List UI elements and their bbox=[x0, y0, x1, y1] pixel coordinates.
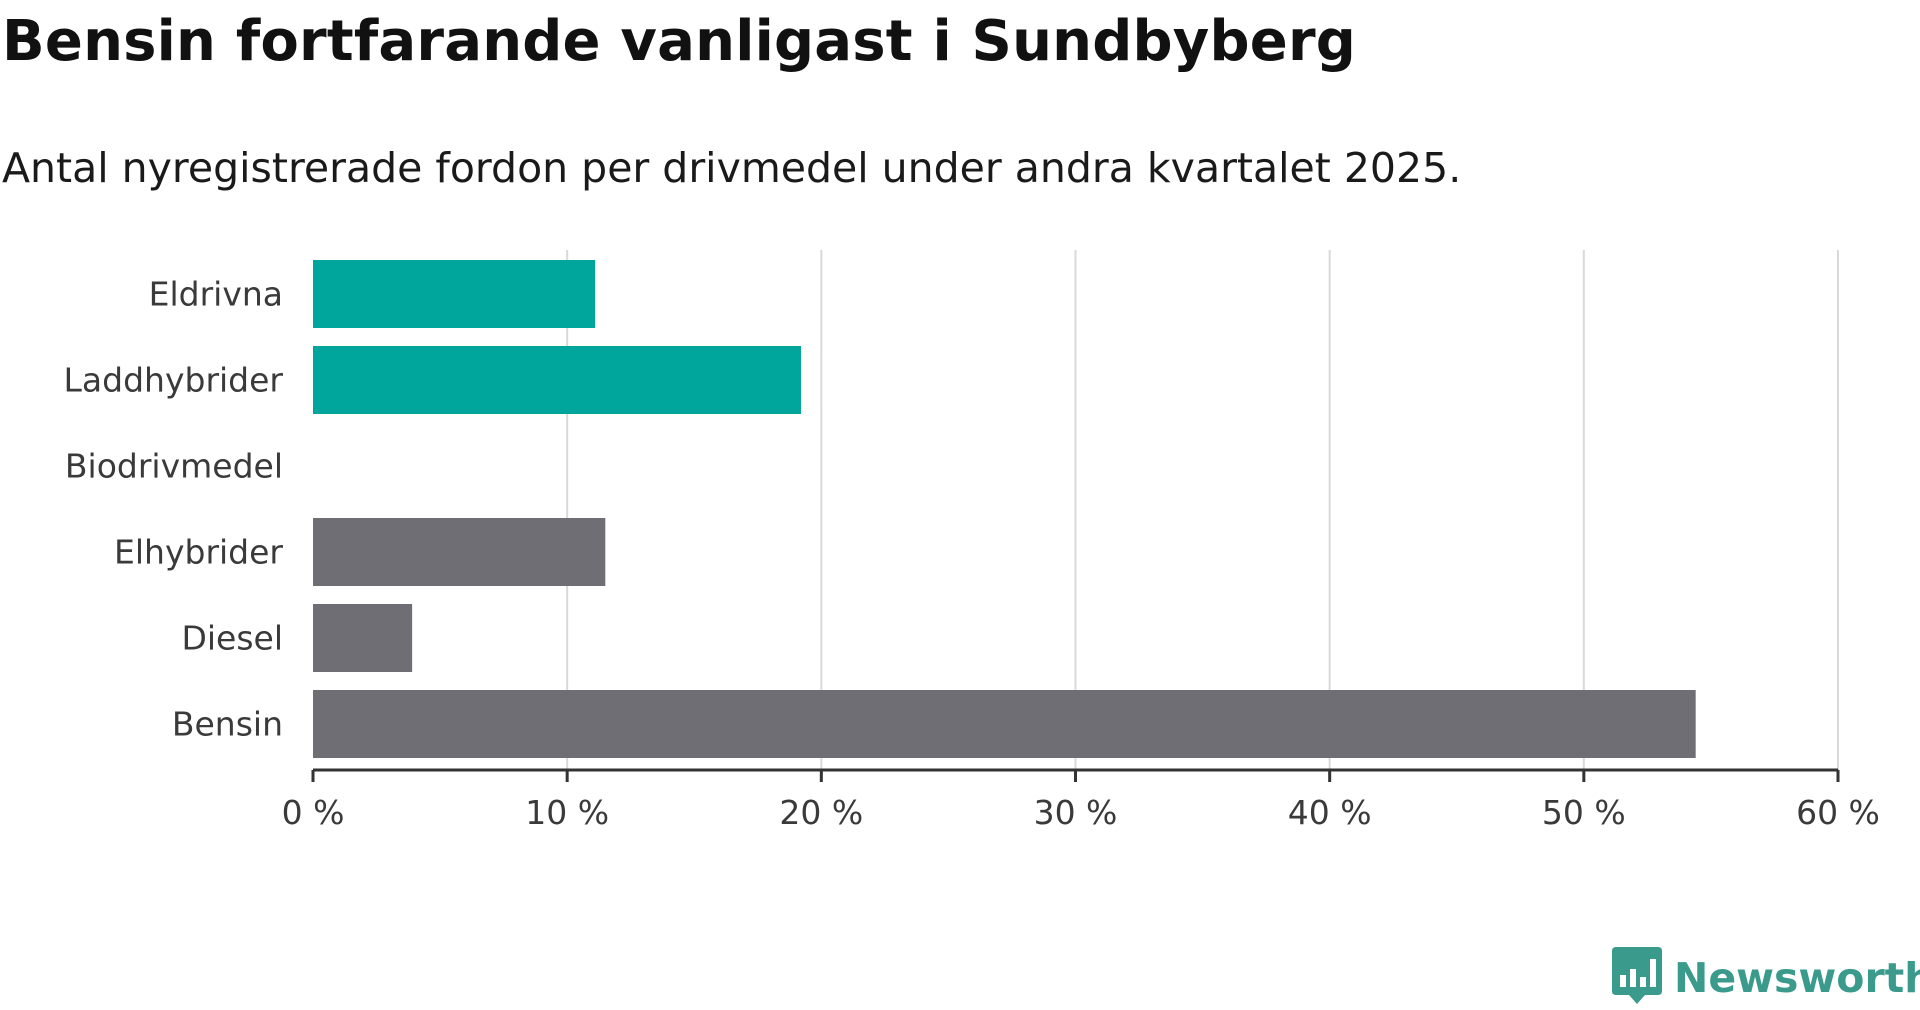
category-label: Laddhybrider bbox=[64, 361, 284, 400]
bar bbox=[313, 604, 413, 672]
x-tick-label: 60 % bbox=[1796, 793, 1880, 832]
x-axis: 0 % 10 % 20 % 30 % 40 % 50 % 60 % bbox=[282, 768, 1880, 832]
bar bbox=[313, 346, 801, 414]
category-labels: Eldrivna Laddhybrider Biodrivmedel Elhybrid… bbox=[64, 275, 284, 744]
category-label: Elhybrider bbox=[114, 533, 283, 572]
bar bbox=[313, 690, 1696, 758]
x-tick-label: 30 % bbox=[1034, 793, 1118, 832]
x-tick-label: 40 % bbox=[1288, 793, 1372, 832]
category-label: Diesel bbox=[181, 619, 283, 658]
category-label: Bensin bbox=[172, 705, 283, 744]
x-tick-label: 10 % bbox=[525, 793, 609, 832]
x-tick-label: 20 % bbox=[779, 793, 863, 832]
bar bbox=[313, 518, 606, 586]
x-tick-label: 50 % bbox=[1542, 793, 1626, 832]
chart-title: Bensin fortfarande vanligast i Sundbyber… bbox=[2, 9, 1357, 74]
chart-subtitle: Antal nyregistrerade fordon per drivmede… bbox=[2, 144, 1462, 192]
newsworthy-bar-chart-logo-icon bbox=[1612, 947, 1662, 1009]
newsworthy-brand: Newsworthy bbox=[1612, 947, 1920, 1009]
gridlines bbox=[566, 250, 1839, 770]
x-tick-label: 0 % bbox=[282, 793, 345, 832]
bars bbox=[313, 260, 1696, 758]
category-label: Biodrivmedel bbox=[65, 447, 283, 486]
category-label: Eldrivna bbox=[149, 275, 283, 314]
bar bbox=[313, 260, 596, 328]
brand-name: Newsworthy bbox=[1674, 954, 1920, 1002]
